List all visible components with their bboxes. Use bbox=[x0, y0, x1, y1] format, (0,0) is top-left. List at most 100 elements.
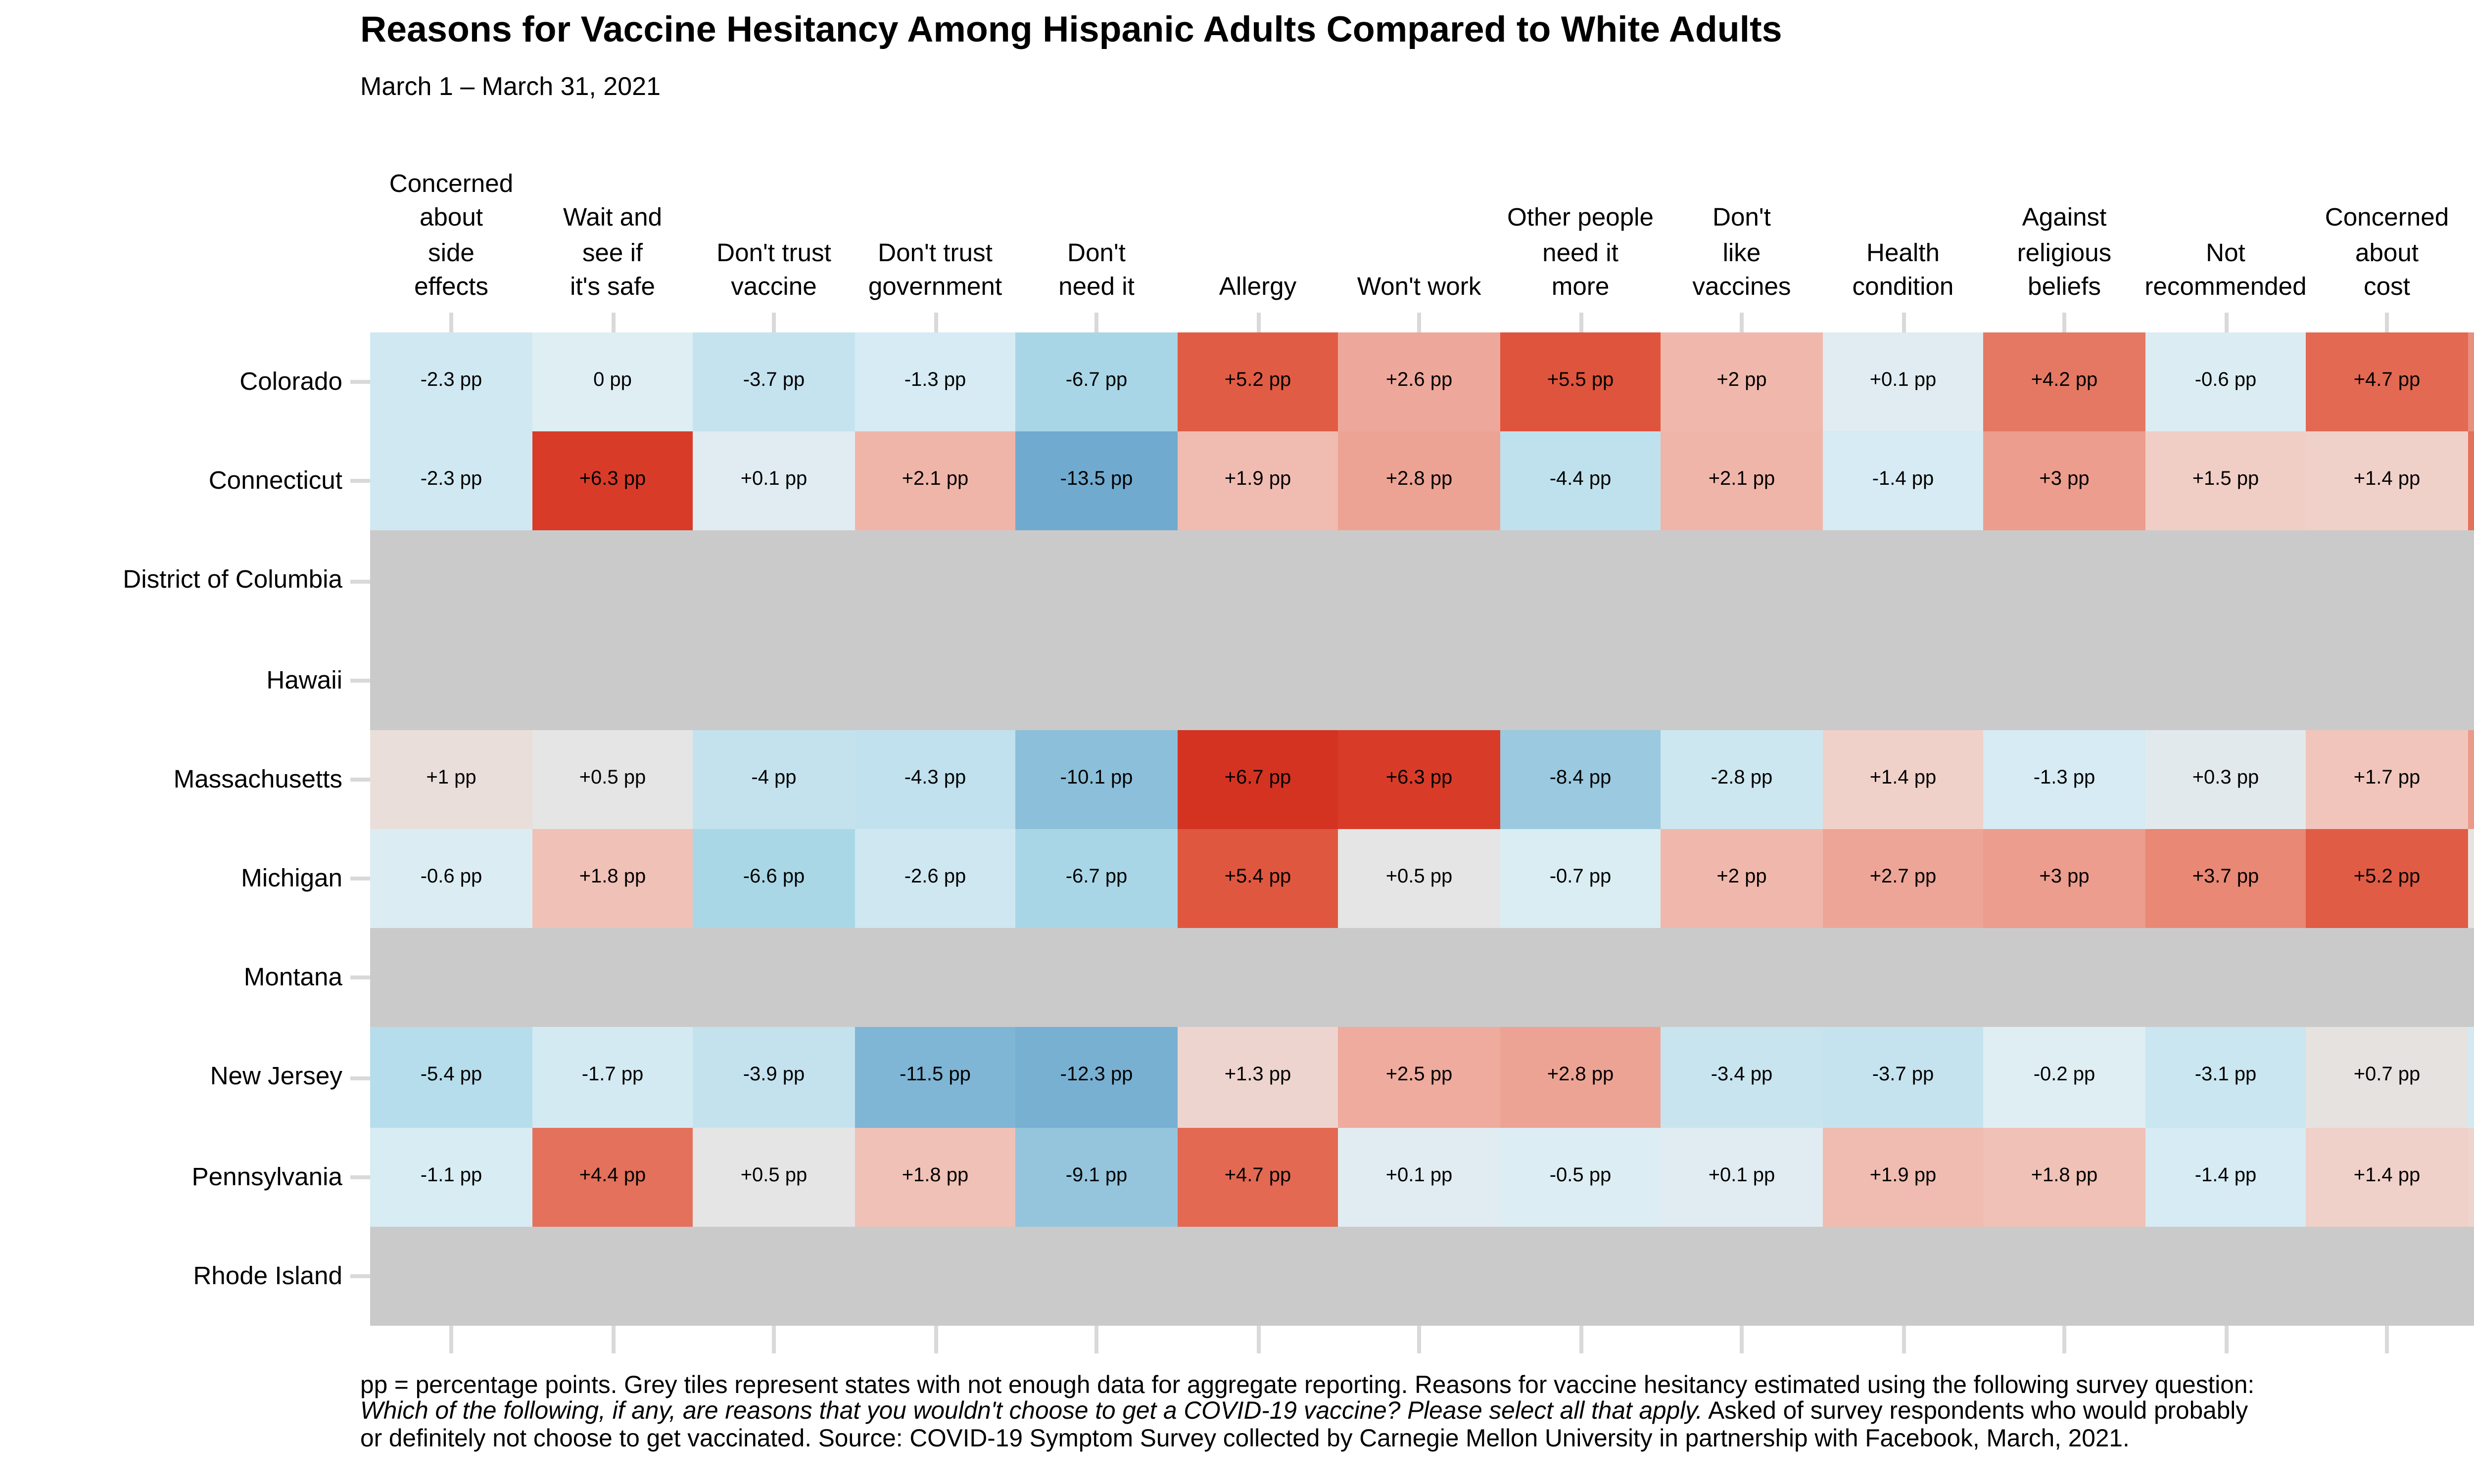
row-label: Michigan bbox=[241, 863, 342, 892]
heatmap-cell: +0.1 pp bbox=[1338, 1127, 1500, 1227]
heatmap-cell: 0 pp bbox=[532, 332, 693, 432]
column-header: Don't like vaccines bbox=[1603, 166, 1880, 303]
heatmap-cell: +1.7 pp bbox=[2306, 730, 2468, 829]
heatmap-cell: -1.4 pp bbox=[1822, 431, 1984, 531]
heatmap-cell: -0.5 pp bbox=[1500, 1127, 1661, 1227]
heatmap-cell: -8.4 pp bbox=[1500, 730, 1661, 829]
heatmap-cell: -1.3 pp bbox=[1984, 730, 2145, 829]
heatmap-cell: +2.8 pp bbox=[1500, 1027, 1661, 1127]
chart-subtitle: March 1 – March 31, 2021 bbox=[360, 71, 661, 101]
no-data-row bbox=[371, 1226, 2474, 1326]
heatmap-cell: -1.7 pp bbox=[532, 1027, 693, 1127]
heatmap-cell: -1.7 pp bbox=[2468, 1027, 2474, 1127]
chart-title: Reasons for Vaccine Hesitancy Among Hisp… bbox=[360, 8, 1782, 49]
row-label: Montana bbox=[243, 962, 342, 992]
axis-tick-top bbox=[1901, 312, 1905, 332]
heatmap-cell: +2.8 pp bbox=[1338, 431, 1500, 531]
axis-tick-bottom bbox=[1578, 1326, 1582, 1352]
heatmap-cell: +6.3 pp bbox=[1338, 730, 1500, 829]
heatmap-cell: +5.2 pp bbox=[1177, 332, 1338, 432]
heatmap-cell: -3.9 pp bbox=[693, 1027, 855, 1127]
axis-tick-bottom bbox=[1094, 1326, 1098, 1352]
no-data-row bbox=[371, 630, 2474, 730]
axis-tick-left bbox=[349, 1274, 376, 1278]
heatmap-cell: -0.7 pp bbox=[1500, 829, 1661, 928]
heatmap-cell: -9.1 pp bbox=[1016, 1127, 1177, 1227]
row-label: Connecticut bbox=[208, 465, 342, 495]
heatmap-cell: +1.4 pp bbox=[2306, 431, 2468, 531]
axis-tick-top bbox=[1578, 312, 1582, 332]
axis-tick-left bbox=[349, 1075, 376, 1079]
heatmap-cell: -4.4 pp bbox=[1500, 431, 1661, 531]
footnote-line3: or definitely not choose to get vaccinat… bbox=[360, 1424, 2130, 1452]
axis-tick-left bbox=[349, 976, 376, 980]
column-header-label: Pregnancy bbox=[2410, 269, 2474, 303]
heatmap-cell: -0.6 pp bbox=[371, 829, 532, 928]
heatmap-cell: +0.7 pp bbox=[2306, 1027, 2468, 1127]
heatmap-cell: -10.1 pp bbox=[1016, 730, 1177, 829]
heatmap-cell: +0.1 pp bbox=[1822, 332, 1984, 432]
column-header: Don't trust government bbox=[797, 166, 1074, 303]
heatmap-cell: -3.7 pp bbox=[693, 332, 855, 432]
heatmap-cell: +5.4 pp bbox=[1177, 829, 1338, 928]
column-header-label: Not recommended bbox=[2144, 236, 2307, 301]
heatmap-cell: -3.7 pp bbox=[1822, 1027, 1984, 1127]
axis-tick-top bbox=[1094, 312, 1098, 332]
column-header: Health condition bbox=[1764, 166, 2042, 303]
axis-tick-bottom bbox=[1256, 1326, 1260, 1352]
heatmap-cell: -4.3 pp bbox=[855, 730, 1016, 829]
column-header: Concerned about side effects bbox=[313, 166, 590, 303]
heatmap-cell: +4.4 pp bbox=[2468, 431, 2474, 531]
axis-tick-left bbox=[349, 877, 376, 881]
heatmap-cell: +5.5 pp bbox=[1500, 332, 1661, 432]
axis-tick-top bbox=[2062, 312, 2066, 332]
heatmap-cell: +4.4 pp bbox=[532, 1127, 693, 1227]
footnote-survey-question: Which of the following, if any, are reas… bbox=[360, 1397, 1703, 1426]
heatmap-cell: +1.4 pp bbox=[1822, 730, 1984, 829]
heatmap-cell: -1.3 pp bbox=[855, 332, 1016, 432]
heatmap-cell: +1.8 pp bbox=[1984, 1127, 2145, 1227]
heatmap-cell: -0.6 pp bbox=[2145, 332, 2306, 432]
heatmap-cell: +1.8 pp bbox=[532, 829, 693, 928]
column-header-label: Don't trust vaccine bbox=[716, 236, 831, 301]
footnote-line2: Which of the following, if any, are reas… bbox=[360, 1397, 2254, 1427]
column-header: Concerned about cost bbox=[2248, 166, 2474, 303]
heatmap-cell: -2.3 pp bbox=[371, 332, 532, 432]
column-header: Don't need it bbox=[958, 166, 1235, 303]
row-label: New Jersey bbox=[210, 1061, 342, 1091]
heatmap-cell: +4.7 pp bbox=[2306, 332, 2468, 432]
heatmap-cell: +0.3 pp bbox=[2145, 730, 2306, 829]
column-header: Allergy bbox=[1119, 166, 1396, 303]
column-header: Against religious beliefs bbox=[1926, 166, 2203, 303]
axis-tick-left bbox=[349, 479, 376, 484]
axis-tick-top bbox=[611, 312, 615, 332]
column-header: Wait and see if it's safe bbox=[474, 166, 751, 303]
axis-tick-bottom bbox=[1417, 1326, 1421, 1352]
heatmap-cell: +6.7 pp bbox=[1177, 730, 1338, 829]
axis-tick-bottom bbox=[2224, 1326, 2228, 1352]
axis-tick-bottom bbox=[449, 1326, 453, 1352]
column-header-label: Don't like vaccines bbox=[1692, 202, 1791, 301]
no-data-row bbox=[371, 531, 2474, 631]
heatmap-cell: +2.1 pp bbox=[1661, 431, 1822, 531]
axis-tick-left bbox=[349, 1174, 376, 1179]
heatmap-cell: -1.4 pp bbox=[2145, 1127, 2306, 1227]
column-header-label: Don't trust government bbox=[868, 236, 1002, 301]
row-label: Hawaii bbox=[266, 664, 342, 694]
heatmap-cell: +4.7 pp bbox=[1177, 1127, 1338, 1227]
heatmap-cell: +2.5 pp bbox=[1338, 1027, 1500, 1127]
axis-tick-top bbox=[772, 312, 776, 332]
row-label: Massachusetts bbox=[173, 763, 342, 793]
heatmap-cell: -3.4 pp bbox=[1661, 1027, 1822, 1127]
heatmap-cell: +1.4 pp bbox=[2306, 1127, 2468, 1227]
axis-tick-left bbox=[349, 380, 376, 384]
row-label: Rhode Island bbox=[193, 1260, 342, 1290]
heatmap-cell: -6.7 pp bbox=[1016, 829, 1177, 928]
heatmap-cell: +1 pp bbox=[371, 730, 532, 829]
heatmap-cell: -2.6 pp bbox=[855, 829, 1016, 928]
heatmap-cell: -13.5 pp bbox=[1016, 431, 1177, 531]
heatmap-cell: -2.8 pp bbox=[1661, 730, 1822, 829]
column-header-label: Wait and see if it's safe bbox=[563, 202, 663, 301]
column-header-label: Allergy bbox=[1219, 271, 1297, 301]
heatmap-cell: -5.4 pp bbox=[371, 1027, 532, 1127]
